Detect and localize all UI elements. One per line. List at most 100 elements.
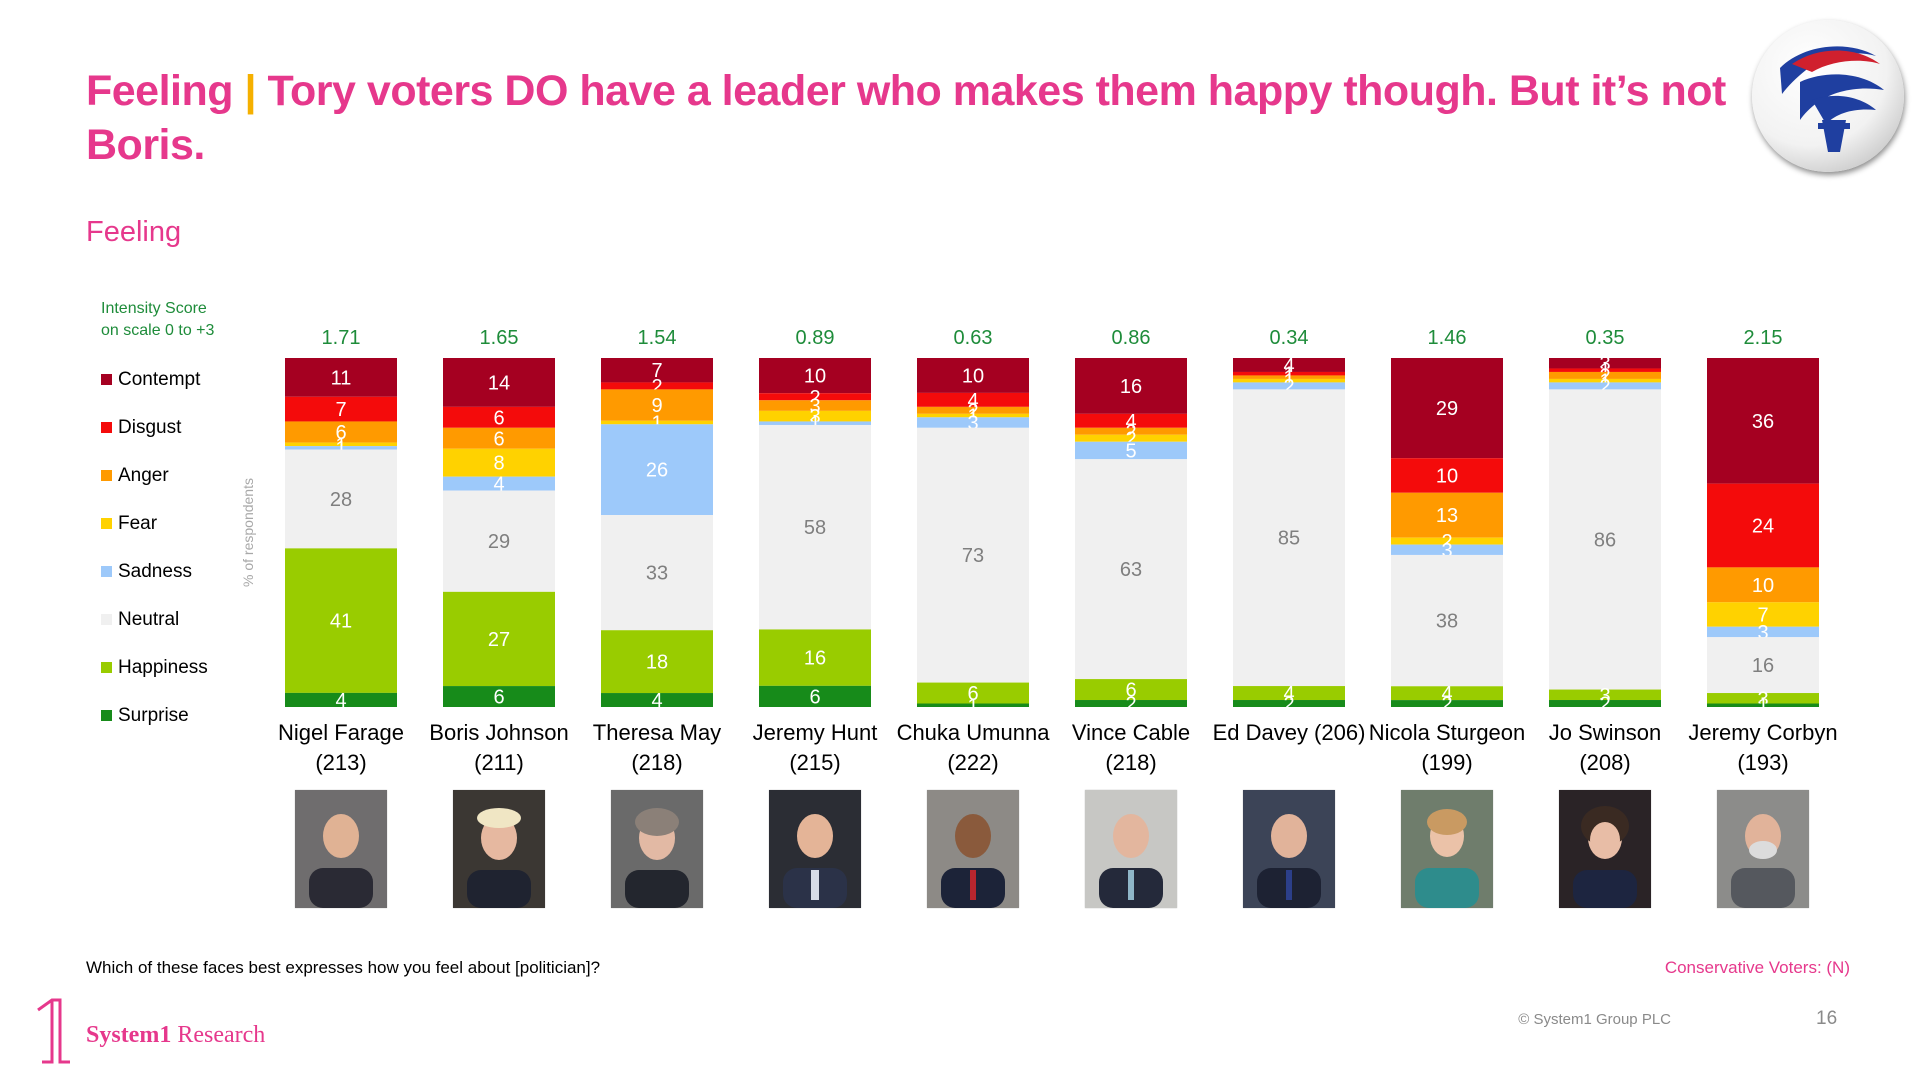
intensity-score-label-line1: Intensity Score [101, 300, 207, 317]
data-label: 1 [1599, 371, 1610, 393]
legend-item-surprise: Surprise [101, 704, 189, 728]
bar-segment-disgust [601, 382, 713, 390]
data-label: 6 [493, 428, 504, 450]
data-label: 29 [1436, 398, 1458, 420]
bar-segment-surprise [443, 686, 555, 707]
bar-segment-anger [1707, 567, 1819, 603]
data-label: 2 [1599, 376, 1610, 398]
bar-segment-contempt [1075, 358, 1187, 414]
data-label: 1 [335, 438, 346, 460]
legend-swatch-contempt [101, 374, 112, 385]
data-label: 10 [1752, 575, 1774, 597]
data-label: 4 [1283, 355, 1294, 377]
intensity-score: 0.63 [954, 327, 993, 349]
conservative-party-logo [1752, 20, 1904, 172]
politician-name: Boris Johnson (211) [429, 720, 569, 775]
politician-name: Chuka Umunna (222) [896, 720, 1050, 775]
data-label: 10 [804, 366, 826, 388]
torch-logo-icon [1780, 46, 1884, 152]
bar-segment-disgust [917, 392, 1029, 407]
data-label: 41 [330, 611, 352, 633]
bar-segment-sadness [1075, 441, 1187, 460]
bar-segment-surprise [917, 703, 1029, 707]
intensity-score: 0.35 [1586, 327, 1625, 349]
data-label: 2 [1125, 421, 1136, 443]
data-label: 2 [1599, 365, 1610, 387]
survey-question: Which of these faces best expresses how … [86, 958, 601, 977]
data-label: 2 [809, 387, 820, 409]
legend-item-neutral: Neutral [101, 608, 179, 632]
bar-segment-fear [443, 448, 555, 477]
data-label: 16 [1120, 376, 1142, 398]
bar-segment-fear [1075, 434, 1187, 442]
data-label: 2 [1599, 694, 1610, 716]
bar-segment-neutral [1075, 459, 1187, 680]
bar-segment-surprise [1233, 700, 1345, 707]
bar-segment-anger [1549, 371, 1661, 379]
data-label: 3 [1757, 688, 1768, 710]
data-label: 6 [809, 686, 820, 708]
bar-segment-happiness [1233, 686, 1345, 701]
bar-segment-contempt [1707, 358, 1819, 484]
politician-name: Jo Swinson (208) [1548, 720, 1662, 775]
bar-segment-fear [759, 410, 871, 422]
bar-segment-sadness [917, 417, 1029, 428]
brand-name: System1 Research [86, 1022, 265, 1049]
bar-segment-surprise [601, 693, 713, 707]
bar-segment-anger [917, 406, 1029, 414]
intensity-score: 0.34 [1270, 327, 1309, 349]
data-label: 28 [330, 489, 352, 511]
bar-segment-contempt [1549, 358, 1661, 369]
intensity-score: 1.71 [322, 327, 361, 349]
data-label: 7 [335, 399, 346, 421]
bar-segment-neutral [443, 490, 555, 592]
data-label: 14 [488, 372, 510, 394]
data-label: 7 [1757, 605, 1768, 627]
legend-label-neutral: Neutral [118, 609, 180, 630]
bar-segment-contempt [443, 358, 555, 407]
intensity-score: 1.65 [480, 327, 519, 349]
data-label: 6 [1125, 680, 1136, 702]
data-label: 4 [335, 690, 346, 712]
bar-segment-surprise [1075, 700, 1187, 707]
politician-name: Jeremy Corbyn (193) [1688, 720, 1838, 775]
data-label: 13 [1436, 505, 1458, 527]
bar-segment-sadness [601, 424, 713, 516]
bar-segment-sadness [1233, 382, 1345, 390]
legend-item-anger: Anger [101, 464, 169, 488]
legend-swatch-fear [101, 518, 112, 529]
bar-segment-disgust [1233, 371, 1345, 376]
legend-swatch-sadness [101, 566, 112, 577]
data-label: 1 [651, 413, 662, 435]
intensity-score: 2.15 [1744, 327, 1783, 349]
bar-segment-neutral [759, 424, 871, 630]
data-label: 3 [967, 413, 978, 435]
legend-swatch-neutral [101, 614, 112, 625]
data-label: 36 [1752, 411, 1774, 433]
bar-segment-neutral [1391, 554, 1503, 687]
data-label: 29 [488, 531, 510, 553]
bar-segment-anger [285, 421, 397, 443]
politician-photo [927, 790, 1019, 908]
politician-name: Jeremy Hunt (215) [752, 720, 878, 775]
bar-segment-contempt [917, 358, 1029, 393]
bar-segment-anger [1233, 375, 1345, 379]
bar-segment-contempt [1233, 358, 1345, 372]
data-label: 58 [804, 517, 826, 539]
data-label: 27 [488, 629, 510, 651]
legend-label-anger: Anger [118, 465, 169, 486]
brand-name-bold: System1 [86, 1022, 172, 1048]
data-label: 4 [1441, 683, 1452, 705]
data-label: 2 [1283, 694, 1294, 716]
bar-segment-anger [443, 427, 555, 449]
page-number: 16 [1816, 1008, 1838, 1029]
title-lead: Feeling [86, 67, 234, 115]
data-label: 38 [1436, 611, 1458, 633]
data-label: 2 [1125, 694, 1136, 716]
sample-note: Conservative Voters: (N) [1664, 958, 1850, 977]
bar-segment-anger [601, 389, 713, 421]
data-label: 4 [1283, 683, 1294, 705]
politician-photo [1401, 790, 1493, 908]
bar-segment-disgust [759, 393, 871, 401]
legend-label-contempt: Contempt [118, 369, 201, 390]
